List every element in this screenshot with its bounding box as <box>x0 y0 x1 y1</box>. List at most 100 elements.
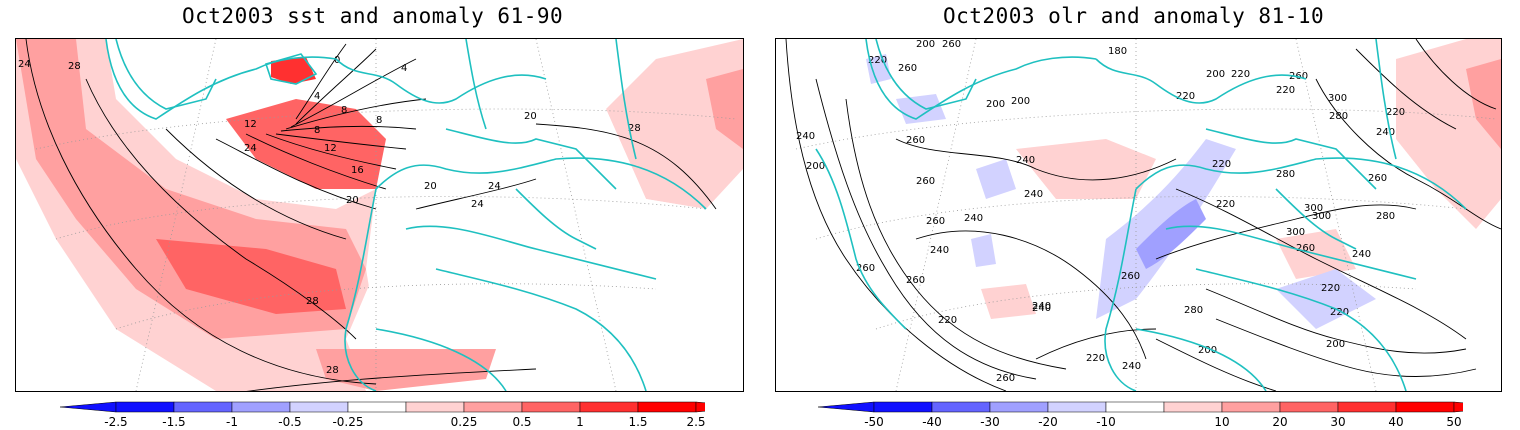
colorbar-segment <box>1279 401 1339 413</box>
contour-label: 300 <box>1286 227 1305 238</box>
olr-colorbar: -50 -40 -30 -20 -10 10 20 30 40 50 <box>818 401 1463 429</box>
contour-label: 300 <box>1304 203 1323 214</box>
contour-label: 200 <box>806 161 825 172</box>
contour-label: 12 <box>324 143 337 154</box>
colorbar-label: -0.5 <box>278 415 301 429</box>
contour-label: 220 <box>938 315 957 326</box>
colorbar-label: -20 <box>1038 415 1058 429</box>
colorbar-max-arrow <box>695 401 705 413</box>
contour-label: 200 <box>1206 69 1225 80</box>
sst-colorbar: -2.5 -1.5 -1 -0.5 -0.25 0.25 0.5 1 1.5 2.5 <box>60 401 705 429</box>
colorbar-label: -0.25 <box>332 415 363 429</box>
anomaly-fill-west-blue <box>976 159 1016 199</box>
anomaly-fill-iceland <box>271 57 316 84</box>
contour-label: 280 <box>1276 169 1295 180</box>
contour-label: 260 <box>996 373 1015 384</box>
contour-label: 220 <box>1386 107 1405 118</box>
contour-label: 300 <box>1328 93 1347 104</box>
colorbar-segment <box>231 401 291 413</box>
colorbar-label: -30 <box>980 415 1000 429</box>
contour-label: 220 <box>1330 307 1349 318</box>
graticule <box>35 39 737 391</box>
contour-label: 20 <box>346 195 359 206</box>
colorbar-label: 50 <box>1446 415 1461 429</box>
contour-label: 240 <box>1122 361 1141 372</box>
colorbar-segment <box>173 401 233 413</box>
contour-label: 24 <box>16 39 29 42</box>
colorbar-segment <box>1221 401 1281 413</box>
anomaly-fill-north-strong <box>226 99 386 189</box>
anomaly-fill-nw-blue <box>896 94 946 124</box>
contour-label: 4 <box>314 91 320 102</box>
colorbar-label: -1 <box>226 415 238 429</box>
colorbar-segment <box>115 401 175 413</box>
contour-label: 220 <box>868 55 887 66</box>
colorbar-segment <box>579 401 639 413</box>
contour-label: 8 <box>376 115 382 126</box>
contour-label: 240 <box>1032 303 1051 314</box>
contour-label: 300 <box>1312 211 1331 222</box>
contour-label: 260 <box>906 275 925 286</box>
colorbar-label: 10 <box>1214 415 1229 429</box>
colorbar-label: 1.5 <box>628 415 647 429</box>
colorbar-min-arrow <box>60 401 117 413</box>
contour-label: 280 <box>1184 305 1203 316</box>
contour-label: 240 <box>1352 249 1371 260</box>
contour-label: 24 <box>18 59 31 70</box>
colorbar-segment <box>347 401 407 413</box>
contour-label: 8 <box>314 125 320 136</box>
coastlines <box>815 39 1467 391</box>
colorbar-segment <box>1105 401 1165 413</box>
contour-label: 260 <box>926 216 945 227</box>
contour-label: 12 <box>244 119 257 130</box>
contour-label: 240 <box>796 131 815 142</box>
colorbar-label: 40 <box>1388 415 1403 429</box>
colorbar-label: 1 <box>576 415 584 429</box>
contour-label: 260 <box>942 39 961 50</box>
colorbar-label: -1.5 <box>162 415 185 429</box>
colorbar-max-arrow <box>1453 401 1463 413</box>
colorbar-label: -10 <box>1096 415 1116 429</box>
contour-label: 280 <box>1329 111 1348 122</box>
colorbar-segment <box>637 401 697 413</box>
contour-label: 28 <box>326 365 339 376</box>
contour-label: 220 <box>1276 85 1295 96</box>
colorbar-segment <box>1395 401 1455 413</box>
anomaly-fill-south-pink <box>981 284 1036 319</box>
coastlines <box>105 39 707 391</box>
colorbar-label: 0.25 <box>451 415 478 429</box>
sst-contours <box>25 39 717 391</box>
contour-label: 220 <box>1231 69 1250 80</box>
contour-label: 28 <box>628 123 641 134</box>
contour-label: 200 <box>1326 339 1345 350</box>
contour-label: 24 <box>488 181 501 192</box>
contour-label: 240 <box>930 245 949 256</box>
colorbar-segment <box>1047 401 1107 413</box>
contour-label: 16 <box>351 165 364 176</box>
left-panel-title: Oct2003 sst and anomaly 61-90 <box>182 4 564 28</box>
contour-label: 20 <box>424 181 437 192</box>
contour-label: 28 <box>306 296 319 307</box>
anomaly-fill-atlantic-strong <box>156 239 346 314</box>
anomaly-fill-blue-core <box>1136 199 1206 269</box>
contour-label: 260 <box>856 263 875 274</box>
contour-label: 220 <box>1212 159 1231 170</box>
contour-label: 260 <box>1296 243 1315 254</box>
contour-label: 240 <box>1016 155 1035 166</box>
colorbar-label: -40 <box>922 415 942 429</box>
contour-label: 260 <box>1368 173 1387 184</box>
anomaly-fill-atlantic-pink <box>1016 139 1156 199</box>
contour-label: 260 <box>898 63 917 74</box>
sst-map-canvas: 24 28 12 8 4 0 4 8 20 8 12 16 20 24 20 2… <box>16 39 743 391</box>
graticule <box>795 39 1497 391</box>
contour-label: 24 <box>244 143 257 154</box>
contour-label: 260 <box>916 176 935 187</box>
olr-contours <box>785 39 1501 391</box>
colorbar-label: 30 <box>1330 415 1345 429</box>
colorbar-segment <box>463 401 523 413</box>
colorbar-label: 20 <box>1272 415 1287 429</box>
colorbar-label: 2.5 <box>686 415 705 429</box>
colorbar-min-arrow <box>818 401 875 413</box>
colorbar-segment <box>405 401 465 413</box>
contour-label: 240 <box>1376 127 1395 138</box>
